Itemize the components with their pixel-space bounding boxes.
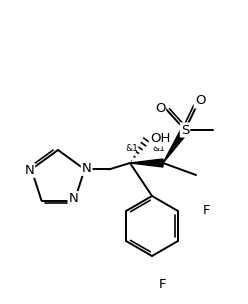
Text: O: O — [155, 102, 165, 115]
Polygon shape — [163, 128, 188, 163]
Text: N: N — [82, 162, 92, 175]
Text: S: S — [181, 123, 189, 136]
Text: N: N — [69, 192, 78, 205]
Polygon shape — [130, 159, 163, 167]
Text: &1: &1 — [125, 144, 138, 153]
Text: F: F — [203, 203, 211, 216]
Text: OH: OH — [150, 133, 170, 146]
Text: N: N — [25, 164, 34, 177]
Text: &1: &1 — [153, 144, 165, 153]
Text: O: O — [195, 95, 205, 108]
Text: F: F — [158, 278, 166, 292]
